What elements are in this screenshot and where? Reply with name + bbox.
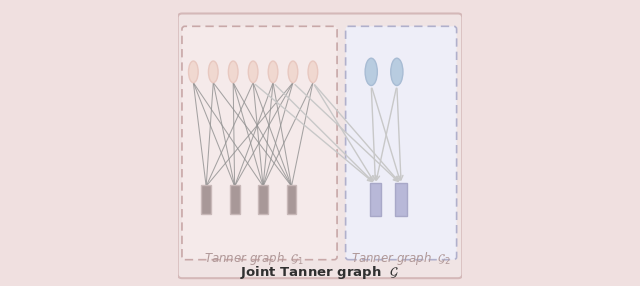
- FancyBboxPatch shape: [182, 26, 337, 260]
- FancyBboxPatch shape: [346, 26, 456, 260]
- Ellipse shape: [248, 61, 258, 83]
- FancyBboxPatch shape: [287, 185, 296, 214]
- FancyBboxPatch shape: [178, 13, 462, 278]
- Ellipse shape: [209, 61, 218, 83]
- Ellipse shape: [228, 61, 238, 83]
- FancyBboxPatch shape: [201, 185, 211, 214]
- Ellipse shape: [288, 61, 298, 83]
- FancyBboxPatch shape: [370, 183, 381, 217]
- Text: Tanner graph  $\mathcal{G}_2$: Tanner graph $\mathcal{G}_2$: [351, 250, 451, 267]
- FancyBboxPatch shape: [258, 185, 268, 214]
- Text: Tanner graph  $\mathcal{G}_1$: Tanner graph $\mathcal{G}_1$: [204, 250, 305, 267]
- Text: Joint Tanner graph  $\mathcal{G}$: Joint Tanner graph $\mathcal{G}$: [241, 264, 399, 281]
- Ellipse shape: [189, 61, 198, 83]
- FancyBboxPatch shape: [230, 185, 239, 214]
- Ellipse shape: [268, 61, 278, 83]
- Ellipse shape: [308, 61, 317, 83]
- Ellipse shape: [391, 58, 403, 86]
- Ellipse shape: [365, 58, 378, 86]
- FancyBboxPatch shape: [396, 183, 407, 217]
